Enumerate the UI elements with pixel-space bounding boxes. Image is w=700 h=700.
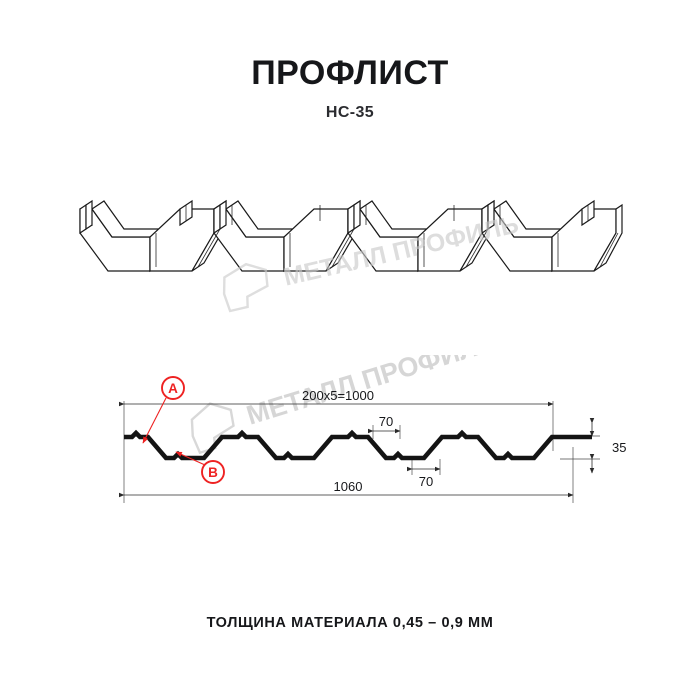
marker-b-label: B <box>208 465 218 480</box>
dim-overall-pitch-label: 200x5=1000 <box>302 388 374 403</box>
marker-b-leader <box>175 451 206 466</box>
isometric-profile-svg: МЕТАЛЛ ПРОФИЛЬ <box>79 199 623 313</box>
isometric-view: МЕТАЛЛ ПРОФИЛЬ <box>0 175 700 325</box>
marker-b-circle[interactable] <box>201 460 225 484</box>
page-header: ПРОФЛИСТ НС-35 <box>0 54 700 122</box>
dim-height-label: 35 <box>612 440 626 455</box>
marker-a-circle[interactable] <box>161 376 185 400</box>
dim-top-flange-label: 70 <box>379 414 393 429</box>
iso-rib-lines <box>85 202 619 268</box>
page-footer: ТОЛЩИНА МАТЕРИАЛА 0,45 – 0,9 ММ <box>0 615 700 631</box>
cross-section-svg: МЕТАЛЛ ПРОФИЛЬ <box>118 355 626 503</box>
dim-overall-width-label: 1060 <box>334 479 363 494</box>
callout-markers: A B <box>142 376 225 484</box>
product-model-label: НС-35 <box>325 103 375 121</box>
marker-a-label: A <box>168 381 178 396</box>
marker-a-leader <box>142 397 167 444</box>
page-title: ПРОФЛИСТ <box>251 54 449 92</box>
dim-bottom-flange-label: 70 <box>419 474 433 489</box>
cross-section-view: МЕТАЛЛ ПРОФИЛЬ <box>0 355 700 530</box>
dimension-lines <box>118 401 595 498</box>
material-thickness-note: ТОЛЩИНА МАТЕРИАЛА 0,45 – 0,9 ММ <box>206 615 494 631</box>
metal-profile-logo-icon <box>222 262 269 313</box>
